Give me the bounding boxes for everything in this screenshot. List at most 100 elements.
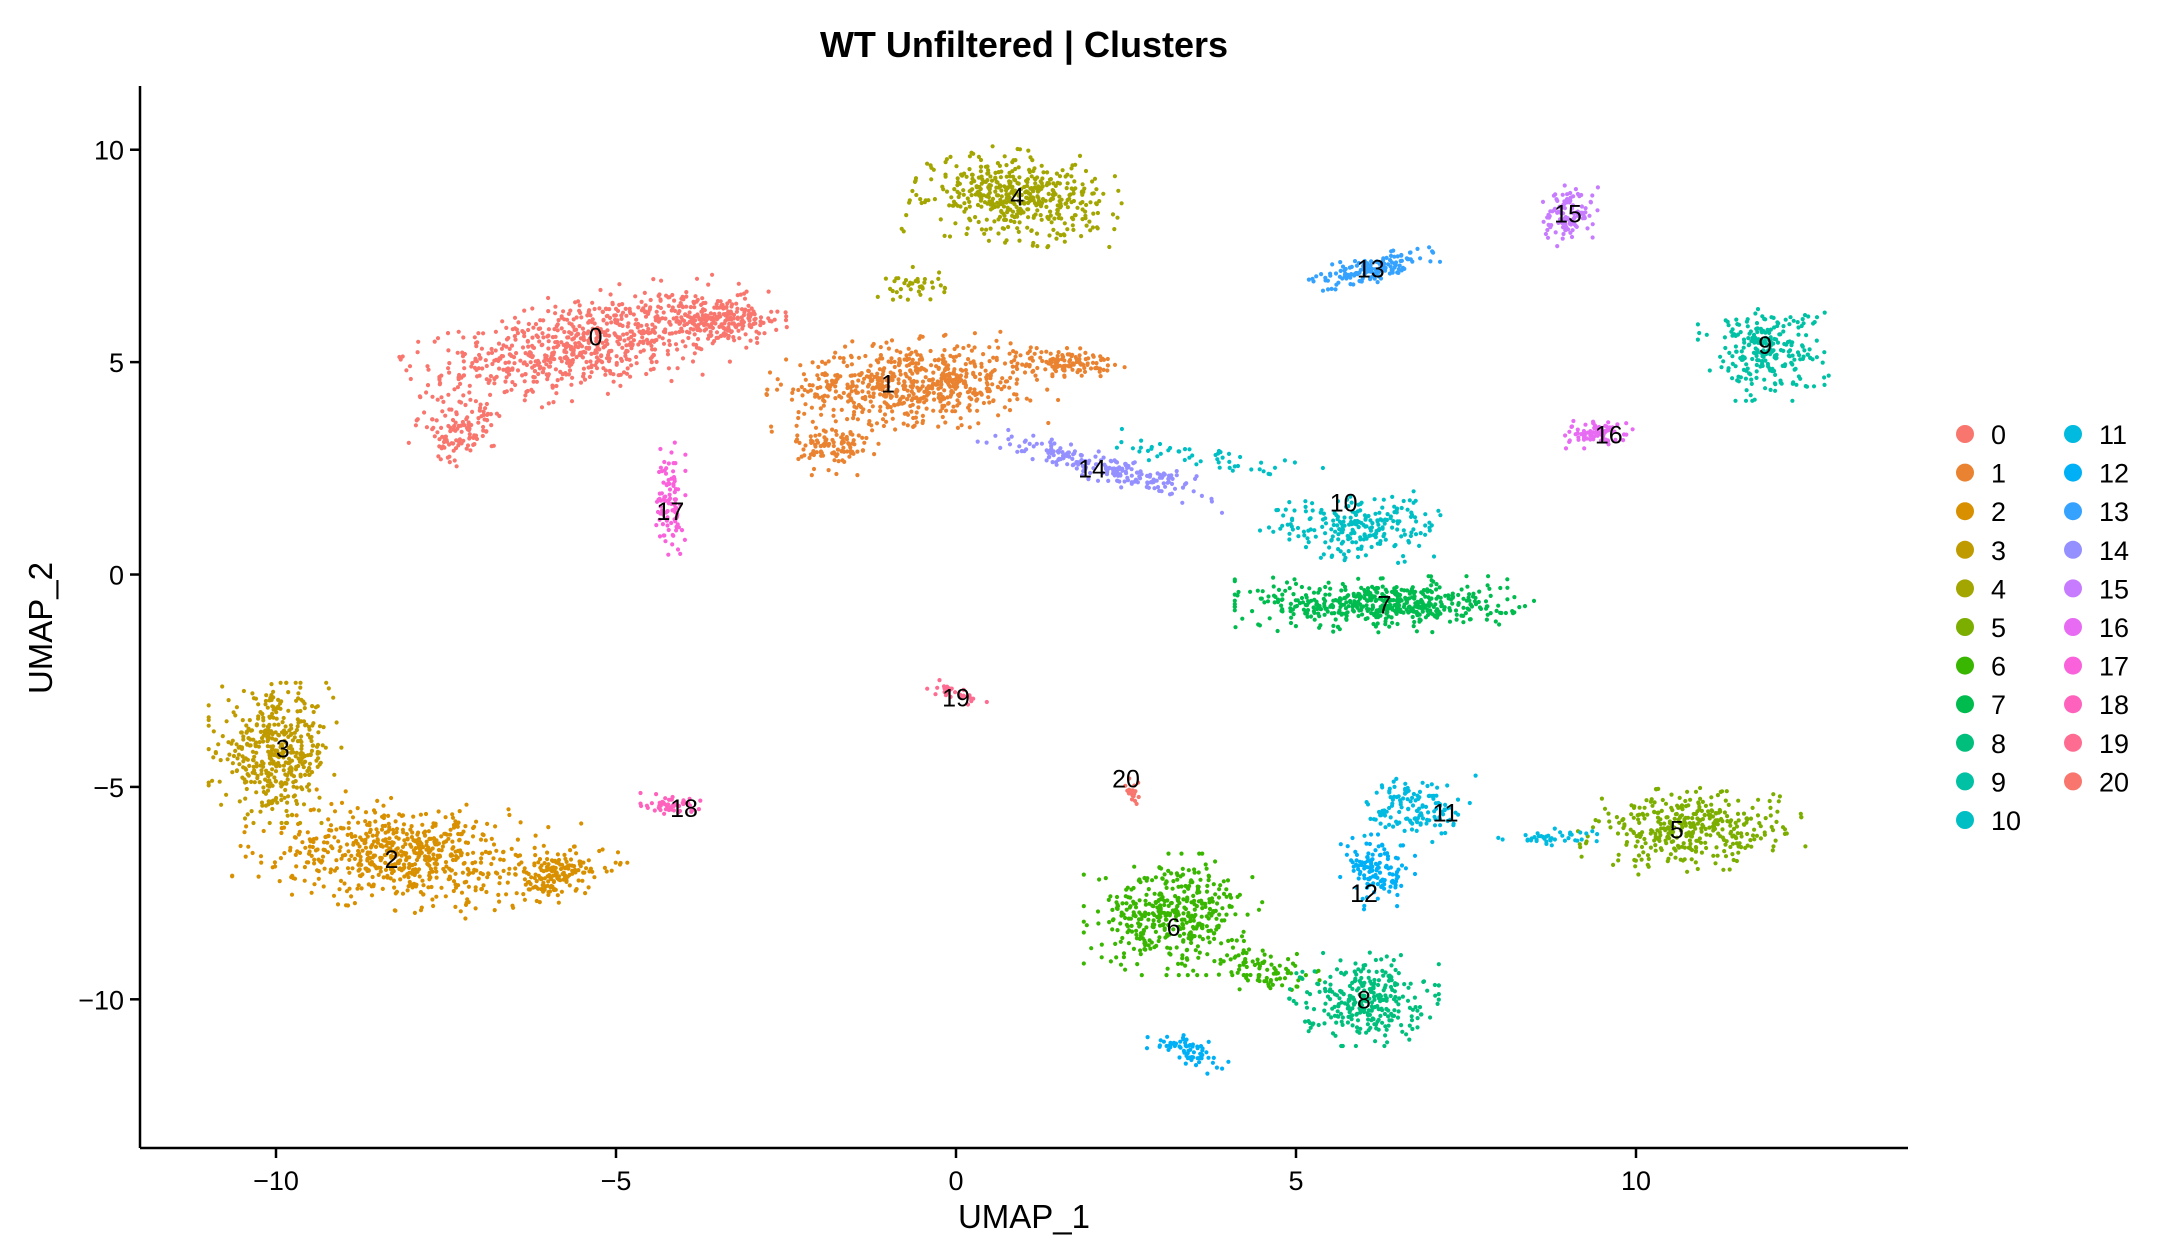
cluster-0-point [584,359,589,365]
cluster-1-point [977,371,983,377]
cluster-2-point [579,821,584,826]
cluster-7-point [1467,592,1472,597]
cluster-0-point [758,315,764,320]
cluster-3-point [257,780,262,785]
cluster-3-point [308,735,313,740]
cluster-2-point [320,854,326,859]
cluster-2-point [332,809,338,814]
cluster-4-point [990,205,996,210]
cluster-3-point [293,680,298,685]
cluster-7-point [1443,593,1448,598]
cluster-0-point [430,427,435,432]
cluster-1-point [894,348,899,353]
cluster-0-point [603,372,608,377]
cluster-0-point [715,316,720,321]
cluster-4-point [890,297,896,302]
cluster-4-point [1006,198,1012,203]
cluster-1-point [874,374,879,379]
cluster-1-point [850,373,855,378]
cluster-6-point [1123,915,1128,921]
cluster-4-point [990,144,995,149]
cluster-2-point [369,884,374,889]
cluster-0-point [656,319,661,324]
cluster-7-point [1392,588,1397,593]
cluster-1-point [799,384,804,390]
cluster-3-point [279,793,284,798]
cluster-2-point [429,884,434,890]
cluster-6-point [1265,967,1270,972]
cluster-0-point [706,336,711,341]
cluster-3-point [225,757,230,762]
cluster-2-point [464,802,469,807]
cluster-3-point [218,758,223,763]
cluster-6-point [1138,952,1143,957]
cluster-6-point [1262,952,1267,957]
cluster-5-point [1652,810,1657,815]
cluster-5-point [1698,796,1703,801]
cluster-7-point [1431,579,1436,584]
cluster-2-point [481,883,486,888]
cluster-5-point [1739,845,1744,850]
cluster-4-point [1010,185,1015,190]
cluster-1-point [920,379,926,384]
cluster-0-point [570,375,575,380]
cluster-0-point [461,335,466,340]
cluster-1-point [1078,346,1083,351]
cluster-1-point [939,373,944,378]
cluster-0-point [456,329,461,334]
cluster-4-point [999,169,1004,174]
cluster-6-point [1176,912,1181,917]
cluster-7-point [1477,605,1483,610]
cluster-3-point [264,693,269,698]
cluster-4-point [1030,243,1035,248]
cluster-6-point [1256,907,1262,912]
cluster-2-point [312,857,317,862]
cluster-0-point [641,328,646,333]
cluster-3-point [334,720,339,725]
cluster-4-point [1091,211,1096,216]
cluster-1-point [952,358,957,363]
cluster-4-point [1013,158,1018,163]
cluster-0-point [608,292,613,297]
cluster-4-point [1041,170,1046,175]
cluster-4-point [1107,244,1112,250]
cluster-4-point [1065,227,1070,232]
cluster-6-point [1250,959,1255,964]
cluster-3-point [247,763,252,769]
cluster-2-point [394,889,400,894]
cluster-0-point [638,349,643,354]
cluster-2-point [390,849,395,854]
cluster-2-point [592,875,597,880]
cluster-2-point [451,879,457,884]
cluster-3-point [265,783,270,788]
cluster-2-point [277,879,282,884]
cluster-3-point [252,754,257,759]
cluster-4-point [942,290,947,295]
cluster-1-point [939,379,944,384]
cluster-7-point [1467,617,1472,622]
cluster-1-point [994,355,999,360]
cluster-6-point [1099,942,1104,947]
cluster-7-point [1232,608,1237,613]
cluster-7-point [1382,599,1387,604]
cluster-4-point [1094,202,1099,207]
cluster-5-point [1617,820,1622,825]
cluster-4-point [947,234,953,239]
cluster-0-point [544,354,549,359]
cluster-2-point [497,899,502,904]
cluster-3-point [306,782,311,787]
cluster-3-point [303,772,308,778]
cluster-3-point [295,724,300,729]
cluster-3-point [267,761,273,766]
cluster-0-point [738,292,743,297]
cluster-3-point [251,696,256,701]
cluster-1-point [1044,349,1049,354]
cluster-3-point [241,737,246,742]
cluster-4-point [1036,199,1041,204]
cluster-2-point [549,858,555,863]
cluster-6-point [1151,918,1156,923]
cluster-6-point [1197,934,1202,939]
cluster-2-point [485,821,490,827]
cluster-5-point [1803,844,1808,849]
cluster-6-point [1180,956,1185,961]
